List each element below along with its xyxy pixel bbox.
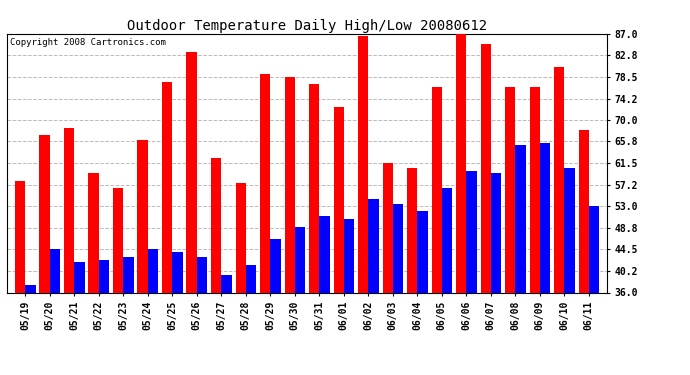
Title: Outdoor Temperature Daily High/Low 20080612: Outdoor Temperature Daily High/Low 20080…: [127, 19, 487, 33]
Bar: [246, 265, 256, 375]
Bar: [319, 216, 330, 375]
Bar: [50, 249, 60, 375]
Bar: [15, 181, 26, 375]
Bar: [491, 173, 501, 375]
Bar: [505, 87, 515, 375]
Bar: [417, 211, 428, 375]
Bar: [197, 257, 207, 375]
Bar: [26, 285, 36, 375]
Bar: [39, 135, 50, 375]
Bar: [172, 252, 183, 375]
Bar: [382, 163, 393, 375]
Bar: [235, 183, 246, 375]
Bar: [480, 44, 491, 375]
Bar: [88, 173, 99, 375]
Bar: [407, 168, 417, 375]
Bar: [148, 249, 158, 375]
Bar: [589, 206, 599, 375]
Bar: [466, 171, 477, 375]
Bar: [393, 204, 403, 375]
Bar: [540, 143, 550, 375]
Bar: [564, 168, 575, 375]
Bar: [309, 84, 319, 375]
Bar: [333, 107, 344, 375]
Bar: [124, 257, 134, 375]
Bar: [75, 262, 85, 375]
Bar: [344, 219, 354, 375]
Bar: [99, 260, 109, 375]
Bar: [284, 77, 295, 375]
Bar: [456, 34, 466, 375]
Bar: [211, 158, 221, 375]
Bar: [368, 199, 379, 375]
Text: Copyright 2008 Cartronics.com: Copyright 2008 Cartronics.com: [10, 38, 166, 46]
Bar: [431, 87, 442, 375]
Bar: [442, 189, 452, 375]
Bar: [137, 140, 148, 375]
Bar: [295, 226, 305, 375]
Bar: [578, 130, 589, 375]
Bar: [186, 51, 197, 375]
Bar: [358, 36, 368, 375]
Bar: [260, 74, 270, 375]
Bar: [554, 67, 564, 375]
Bar: [270, 239, 281, 375]
Bar: [162, 82, 172, 375]
Bar: [221, 275, 232, 375]
Bar: [529, 87, 540, 375]
Bar: [113, 189, 124, 375]
Bar: [64, 128, 75, 375]
Bar: [515, 146, 526, 375]
